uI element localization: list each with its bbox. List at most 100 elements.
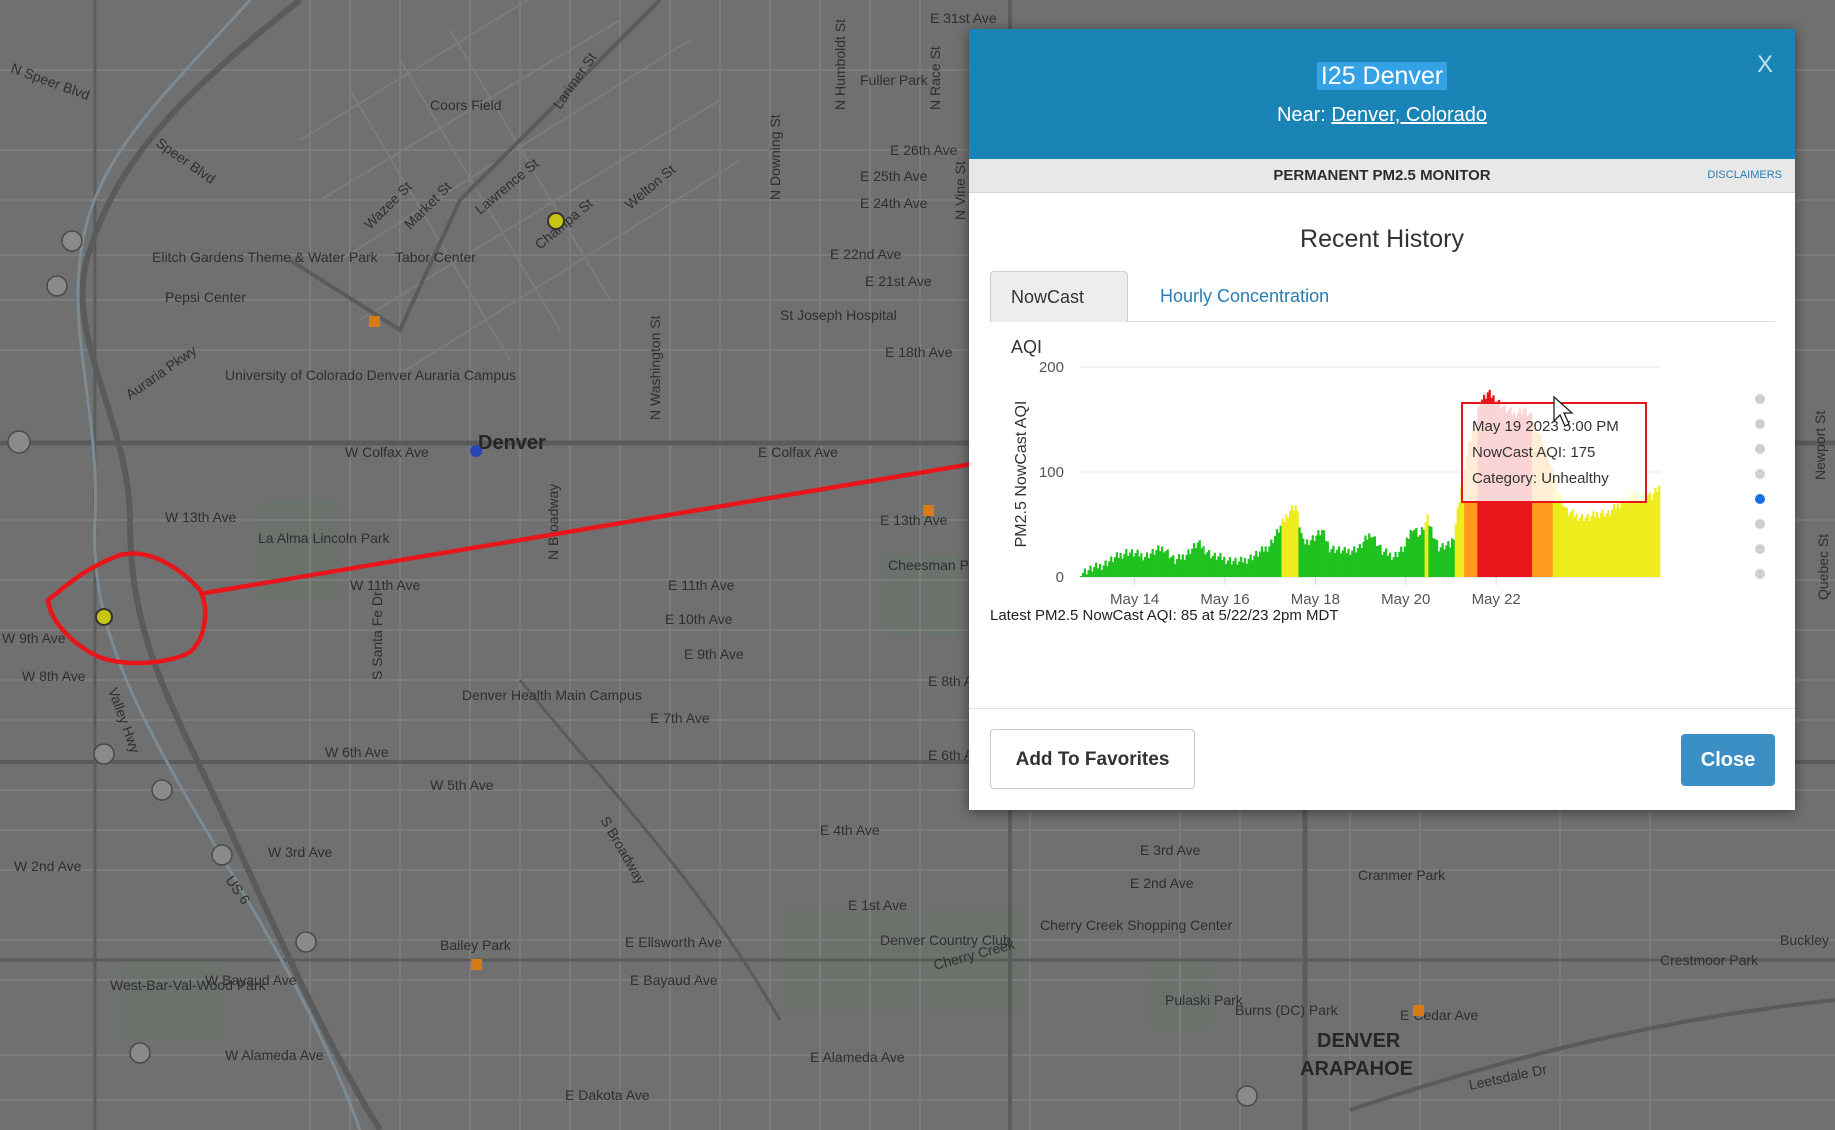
aqi-bar <box>1422 529 1425 577</box>
aqi-bar <box>1337 546 1341 577</box>
range-selector-dot[interactable] <box>1755 544 1765 554</box>
add-to-favorites-button[interactable]: Add To Favorites <box>990 729 1195 789</box>
aqi-bar <box>1354 552 1358 577</box>
aqi-bar <box>1571 509 1574 577</box>
aqi-bar <box>1153 554 1156 577</box>
range-selector-dots[interactable] <box>1755 394 1765 579</box>
aqi-bar <box>1545 449 1548 577</box>
aqi-bar <box>1321 529 1324 577</box>
svg-text:E Cedar Ave: E Cedar Ave <box>1400 1007 1479 1023</box>
aqi-bar <box>1112 561 1115 577</box>
svg-text:E 3rd Ave: E 3rd Ave <box>1140 842 1201 858</box>
aqi-bar <box>1435 540 1439 577</box>
sensor-marker <box>923 505 934 516</box>
aqi-bar <box>1353 546 1356 577</box>
aqi-bar <box>1631 493 1634 577</box>
x-tick-label: May 22 <box>1472 591 1521 608</box>
aqi-bar <box>1373 536 1376 577</box>
aqi-bar <box>1341 550 1344 577</box>
aqi-bar <box>1202 546 1205 577</box>
svg-text:E 2nd Ave: E 2nd Ave <box>1130 875 1194 891</box>
y-axis-ticks: 0 100 200 <box>1039 359 1064 586</box>
aqi-bar <box>1426 514 1429 577</box>
aqi-bar <box>1096 568 1100 577</box>
aqi-bar <box>1390 560 1393 577</box>
aqi-bar <box>1601 509 1604 577</box>
aqi-bar <box>1132 556 1135 577</box>
aqi-bar <box>1151 548 1154 577</box>
aqi-bar <box>1268 546 1271 577</box>
aqi-bar <box>1547 462 1550 577</box>
aqi-bar <box>1469 441 1473 577</box>
close-x-icon[interactable]: X <box>1756 51 1773 78</box>
aqi-bar <box>1281 518 1284 577</box>
aqi-bar <box>1100 569 1103 577</box>
monitor-markers <box>95 212 1424 1016</box>
aqi-bar <box>1565 508 1569 577</box>
aqi-bar <box>1379 544 1382 577</box>
chart-tabs: NowCast AQI Hourly Concentration <box>990 271 1775 357</box>
aqi-bar <box>1467 441 1471 577</box>
svg-text:W 8th Ave: W 8th Ave <box>22 668 86 684</box>
aqi-bar <box>1106 566 1109 577</box>
aqi-bar <box>1599 512 1602 577</box>
disclaimers-link[interactable]: DISCLAIMERS <box>1707 169 1782 181</box>
aqi-bar <box>1294 505 1297 577</box>
aqi-bar <box>1370 537 1373 577</box>
aqi-chart[interactable]: 0 100 200 May 14 May 16 May 18 May 20 May 22 P… <box>990 329 1780 619</box>
svg-text:E Bayaud Ave: E Bayaud Ave <box>630 972 718 988</box>
aqi-bar <box>1443 549 1446 577</box>
near-location-link[interactable]: Denver, Colorado <box>1331 104 1488 126</box>
aqi-bar <box>1162 552 1166 577</box>
aqi-bar <box>1164 550 1167 577</box>
aqi-bar <box>1454 523 1457 577</box>
range-selector-dot[interactable] <box>1755 419 1765 429</box>
aqi-bar <box>1166 549 1169 577</box>
y-tick-label: 100 <box>1039 464 1064 481</box>
aqi-bar <box>1228 557 1231 577</box>
aqi-bar <box>1364 535 1367 577</box>
range-selector-dot[interactable] <box>1755 569 1765 579</box>
aqi-bar <box>1159 551 1162 577</box>
aqi-bar <box>1635 495 1638 577</box>
aqi-bar <box>1445 545 1448 577</box>
svg-text:N Humboldt St: N Humboldt St <box>832 19 848 110</box>
svg-text:N Vine St: N Vine St <box>952 161 968 220</box>
aqi-bar <box>1213 552 1216 577</box>
aqi-bar <box>1618 508 1621 577</box>
aqi-bar <box>1648 492 1651 577</box>
aqi-bar <box>1145 552 1149 577</box>
aqi-bar <box>1609 515 1612 577</box>
aqi-bar <box>1123 553 1126 577</box>
x-tick-label: May 14 <box>1110 591 1159 608</box>
range-selector-dot[interactable] <box>1755 519 1765 529</box>
aqi-bar <box>1580 513 1584 577</box>
range-selector-dot[interactable] <box>1755 494 1765 504</box>
aqi-bar <box>1117 557 1120 577</box>
aqi-bar <box>1420 527 1424 577</box>
aqi-bar <box>1283 521 1286 577</box>
aqi-bar <box>1366 539 1369 577</box>
svg-text:E 25th Ave: E 25th Ave <box>860 168 928 184</box>
svg-text:E 26th Ave: E 26th Ave <box>890 142 958 158</box>
range-selector-dot[interactable] <box>1755 394 1765 404</box>
close-button[interactable]: Close <box>1681 734 1775 786</box>
range-selector-dot[interactable] <box>1755 469 1765 479</box>
aqi-bar <box>1362 541 1365 577</box>
svg-text:La Alma Lincoln Park: La Alma Lincoln Park <box>258 530 391 546</box>
aqi-bar <box>1437 551 1441 577</box>
footer-divider <box>969 708 1795 709</box>
aqi-bar <box>1174 564 1177 577</box>
tab-hourly-concentration[interactable]: Hourly Concentration <box>1160 286 1330 306</box>
aqi-bar <box>1113 557 1117 577</box>
svg-text:Coors Field: Coors Field <box>430 97 502 113</box>
aqi-bar <box>1383 551 1386 577</box>
x-tick-label: May 18 <box>1291 591 1340 608</box>
tab-nowcast-aqi[interactable]: NowCast AQI <box>990 271 1128 357</box>
aqi-bar <box>1594 516 1597 577</box>
aqi-bar <box>1322 530 1326 577</box>
aqi-bar <box>1234 557 1237 577</box>
range-selector-dot[interactable] <box>1755 444 1765 454</box>
aqi-bar <box>1569 512 1572 577</box>
aqi-bar <box>1102 565 1105 577</box>
